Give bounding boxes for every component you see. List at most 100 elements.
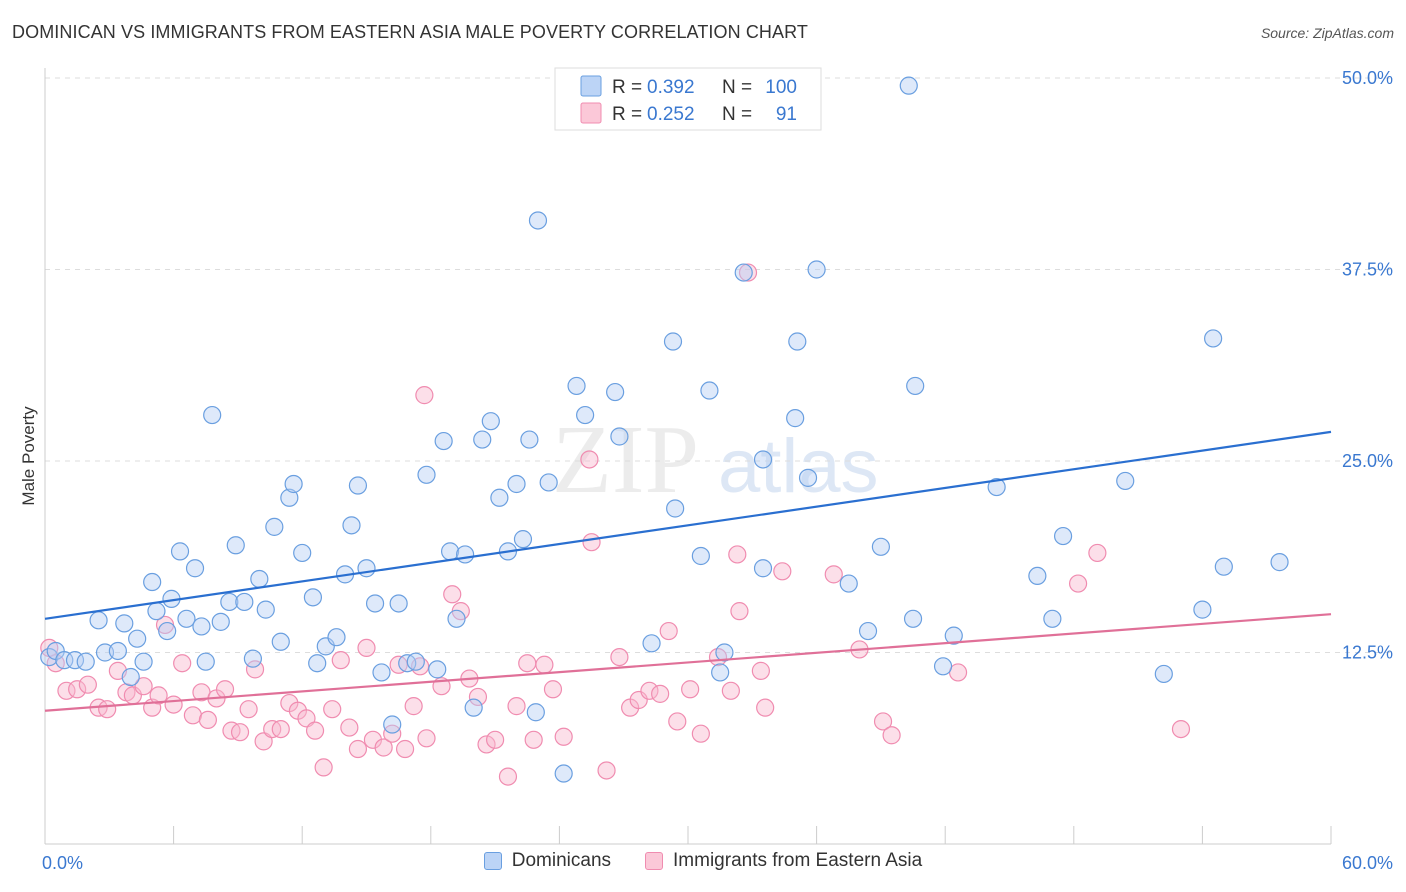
eastern-asia-point [580,450,599,469]
dominican-point [121,667,140,687]
y-tick-label: 25.0% [1342,451,1393,471]
dominican-point [567,376,586,396]
dominican-point [383,715,402,734]
dominican-point [610,427,629,446]
dominican-point [1154,664,1173,684]
eastern-asia-point [415,386,434,405]
eastern-asia-point [640,681,659,700]
dominican-point [576,405,595,425]
eastern-asia-point [271,719,290,739]
dominican-point [526,703,545,722]
eastern-asia-point [340,718,359,737]
dominican-point [192,617,211,636]
dominican-point [753,450,773,469]
legend-n-value-2: 91 [776,104,797,125]
dominican-point [1053,526,1073,546]
dominican-point [447,609,466,628]
dominican-point [642,634,661,653]
watermark-atlas: atlas [718,424,879,509]
eastern-asia-point [524,730,543,749]
dominican-point [666,499,685,518]
dominican-point [243,649,263,668]
eastern-asia-point [215,680,235,699]
eastern-asia-point [173,654,192,673]
eastern-asia-point [374,738,393,757]
dominican-point [203,405,222,425]
dominican-point [76,652,95,671]
dominican-point [108,641,127,661]
eastern-asia-point [721,681,740,700]
dominican-point [417,465,436,484]
eastern-asia-point [728,545,747,564]
dominican-point [554,764,573,783]
eastern-asia-point [518,654,537,673]
legend-bottom: Dominicans Immigrants from Eastern Asia [0,850,1406,872]
dominican-point [158,621,177,641]
dominican-point [235,592,254,612]
dominican-point [520,430,539,449]
legend-top: R = 0.392 N = 100 R = 0.252 N = 91 [554,67,822,131]
dominican-point [220,592,239,612]
trend-lines [44,430,1332,712]
dominican-point [284,474,303,494]
dominican-point [539,473,558,492]
legend-item-eastern-asia: Immigrants from Eastern Asia [645,850,922,872]
chart-source: Source: ZipAtlas.com [1260,25,1394,41]
eastern-asia-point [882,726,901,745]
eastern-asia-point [659,621,678,641]
eastern-asia-point [230,723,250,742]
eastern-asia-point [824,565,843,584]
y-tick-label: 50.0% [1342,68,1393,88]
dominican-point [256,600,275,619]
eastern-asia-point [404,697,423,716]
dominican-point [691,546,710,566]
eastern-asia-point [1068,574,1088,593]
eastern-asia-point [383,724,402,743]
dominican-point [211,612,230,631]
eastern-asia-point [681,680,700,699]
eastern-asia-point [498,767,518,786]
dominican-point [303,588,323,607]
dominican-point [170,542,190,561]
legend-label-eastern-asia: Immigrants from Eastern Asia [673,850,923,871]
legend-r-label-1: R = [612,77,642,98]
dominican-point [271,632,290,651]
dominican-point [528,211,548,230]
eastern-asia-point [198,710,217,730]
dominican-point [753,559,773,578]
dominican-point [871,537,891,556]
dominican-point [513,530,533,549]
eastern-asia-point [239,700,258,719]
dominican-point [115,614,134,633]
trend-line-eastern-asia [44,613,1332,712]
dominican-point [798,468,818,487]
eastern-asia-point [314,758,333,777]
dominican-point [1043,609,1062,628]
eastern-asia-point [183,706,202,725]
dominican-point [858,621,878,641]
dominican-point [1270,553,1289,572]
legend-swatch-dominicans [580,75,602,97]
dominican-point [406,652,425,671]
dominican-point [250,569,269,589]
x-tick-label-max: 60.0% [1342,853,1393,873]
dominican-point [440,542,460,561]
dominican-point [128,629,147,648]
dominican-point [177,609,196,628]
dominican-point [434,431,453,451]
eastern-asia-point [651,684,670,703]
eastern-asia-point [543,680,563,699]
dominican-point [507,474,526,494]
dominican-point [663,332,683,351]
dominican-point [365,594,385,613]
eastern-asia-point [610,647,629,667]
dominican-point [389,594,408,613]
eastern-asia-point [477,735,496,754]
legend-item-dominicans: Dominicans [483,850,611,872]
eastern-asia-point [554,727,573,746]
legend-n-label-1: N = [722,77,752,98]
dominican-point [839,574,858,593]
dominican-point [226,536,245,555]
eastern-asia-point [738,263,758,282]
